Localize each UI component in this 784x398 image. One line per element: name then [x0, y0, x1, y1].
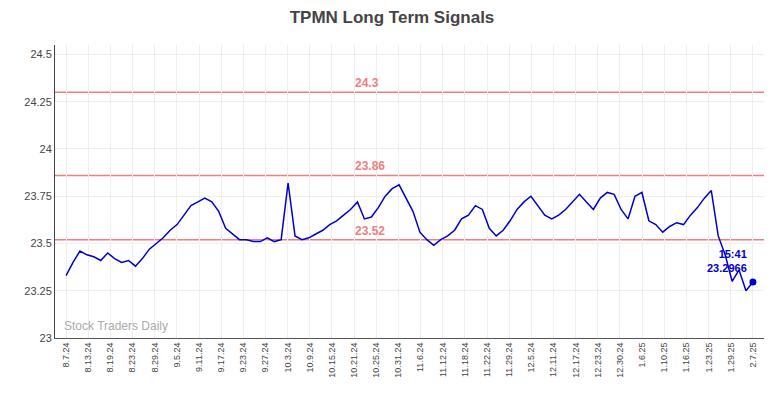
- svg-text:10.31.24: 10.31.24: [393, 343, 403, 378]
- svg-text:8.29.24: 8.29.24: [150, 343, 160, 373]
- svg-text:11.29.24: 11.29.24: [504, 343, 514, 377]
- svg-text:9.11.24: 9.11.24: [194, 343, 204, 372]
- svg-text:11.12.24: 11.12.24: [438, 343, 448, 377]
- svg-text:12.23.24: 12.23.24: [593, 343, 603, 378]
- svg-text:10.3.24: 10.3.24: [283, 343, 293, 373]
- svg-text:8.19.24: 8.19.24: [105, 343, 115, 373]
- svg-text:23: 23: [40, 332, 52, 344]
- svg-text:10.9.24: 10.9.24: [305, 343, 315, 373]
- svg-text:10.15.24: 10.15.24: [327, 343, 337, 378]
- svg-text:11.18.24: 11.18.24: [460, 343, 470, 377]
- svg-text:15:4123.2966: 15:4123.2966: [707, 248, 747, 274]
- svg-text:Stock Traders Daily: Stock Traders Daily: [64, 319, 168, 333]
- svg-text:8.7.24: 8.7.24: [61, 343, 71, 368]
- svg-text:1.23.25: 1.23.25: [704, 343, 714, 373]
- svg-text:9.5.24: 9.5.24: [172, 343, 182, 368]
- svg-text:23.52: 23.52: [355, 224, 385, 238]
- svg-text:24.3: 24.3: [355, 76, 379, 90]
- svg-text:24.25: 24.25: [24, 96, 52, 108]
- svg-text:9.17.24: 9.17.24: [216, 343, 226, 373]
- svg-text:2.7.25: 2.7.25: [748, 343, 758, 368]
- svg-text:1.10.25: 1.10.25: [659, 343, 669, 373]
- svg-text:10.25.24: 10.25.24: [371, 343, 381, 378]
- svg-text:24.5: 24.5: [30, 48, 51, 60]
- svg-text:23.75: 23.75: [24, 190, 52, 202]
- svg-text:1.29.25: 1.29.25: [726, 343, 736, 373]
- svg-text:24: 24: [40, 143, 52, 155]
- svg-text:12.17.24: 12.17.24: [571, 343, 581, 378]
- svg-text:10.21.24: 10.21.24: [349, 343, 359, 378]
- svg-text:23.5: 23.5: [30, 237, 51, 249]
- svg-text:1.6.25: 1.6.25: [637, 343, 647, 368]
- svg-text:8.23.24: 8.23.24: [127, 343, 137, 373]
- svg-text:23.86: 23.86: [355, 159, 385, 173]
- svg-text:12.30.24: 12.30.24: [615, 343, 625, 378]
- svg-text:8.13.24: 8.13.24: [83, 343, 93, 373]
- svg-text:23.25: 23.25: [24, 285, 52, 297]
- svg-text:9.23.24: 9.23.24: [238, 343, 248, 373]
- svg-text:11.6.24: 11.6.24: [416, 343, 426, 372]
- svg-text:12.5.24: 12.5.24: [526, 343, 536, 373]
- svg-text:1.16.25: 1.16.25: [681, 343, 691, 373]
- svg-text:12.11.24: 12.11.24: [548, 343, 558, 377]
- svg-text:11.22.24: 11.22.24: [482, 343, 492, 377]
- svg-text:9.27.24: 9.27.24: [260, 343, 270, 373]
- svg-text:TPMN Long Term Signals: TPMN Long Term Signals: [290, 8, 495, 27]
